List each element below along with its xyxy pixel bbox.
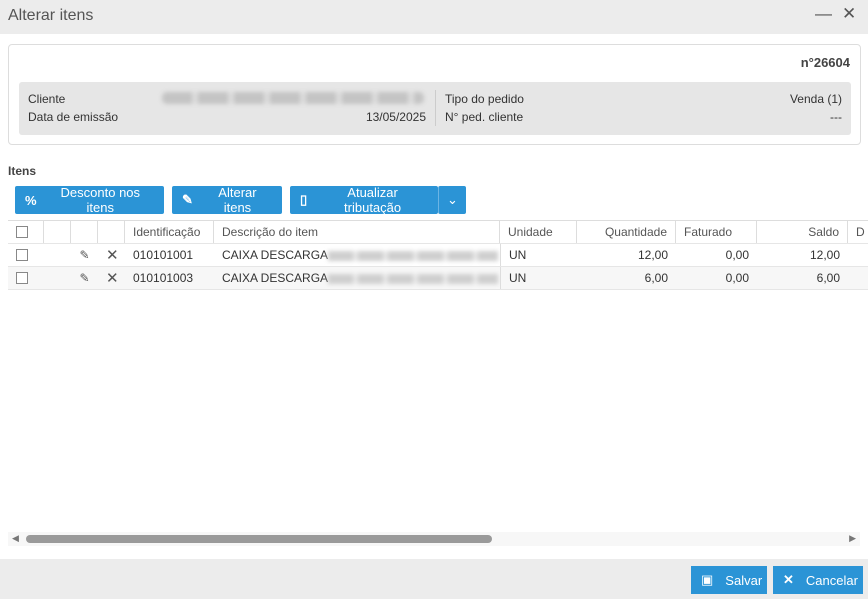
tipo-pedido-value: Venda (1) — [789, 92, 842, 106]
row-checkbox[interactable] — [8, 267, 44, 289]
alterar-itens-button[interactable]: ✎ Alterar itens — [172, 185, 282, 215]
close-icon: ✕ — [783, 572, 794, 587]
cliente-value-redacted — [162, 92, 424, 104]
cell-saldo: 6,00 — [816, 271, 840, 285]
salvar-button[interactable]: ▣ Salvar — [691, 566, 767, 594]
cell-unidade: UN — [500, 267, 577, 289]
cell-quantidade: 12,00 — [637, 248, 668, 262]
descricao-text: CAIXA DESCARGA — [222, 271, 329, 285]
order-info: Cliente Data de emissão 13/05/2025 Tipo … — [19, 82, 851, 135]
chevron-down-icon: ⌄ — [447, 192, 458, 207]
delete-icon[interactable]: ✕ — [106, 247, 119, 264]
cell-saldo: 12,00 — [809, 248, 840, 262]
descricao-text: CAIXA DESCARGA — [222, 248, 329, 262]
edit-icon: ✎ — [182, 192, 193, 207]
salvar-label: Salvar — [725, 572, 763, 588]
cell-identificacao: 010101001 — [133, 248, 194, 262]
cancelar-label: Cancelar — [805, 572, 858, 588]
header-unidade[interactable]: Unidade — [500, 220, 577, 243]
minimize-icon[interactable]: — — [815, 4, 832, 23]
ped-cliente-label: N° ped. cliente — [445, 110, 524, 124]
section-title: Itens — [8, 164, 37, 178]
cliente-label: Cliente — [28, 92, 66, 106]
tipo-pedido-label: Tipo do pedido — [445, 92, 524, 106]
row-checkbox[interactable] — [8, 244, 44, 266]
atualizar-dropdown-button[interactable]: ⌄ — [438, 186, 466, 214]
title-bar: Alterar itens — ✕ — [0, 0, 868, 34]
order-header-card: n°26604 Cliente Data de emissão 13/05/20… — [8, 44, 861, 145]
header-quantidade[interactable]: Quantidade — [577, 220, 676, 243]
header-blank — [98, 220, 125, 243]
file-icon: ▯ — [300, 192, 308, 207]
header-saldo[interactable]: Saldo — [757, 220, 848, 243]
pencil-icon[interactable]: ✎ — [79, 248, 90, 262]
header-blank — [71, 220, 98, 243]
cell-identificacao: 010101003 — [133, 271, 194, 285]
scroll-left-icon[interactable]: ◀ — [12, 533, 19, 543]
table-header: Identificação Descrição do item Unidade … — [8, 220, 868, 244]
order-number: n°26604 — [800, 55, 850, 70]
descricao-redacted — [328, 250, 499, 261]
desconto-button[interactable]: % Desconto nos itens — [15, 185, 164, 215]
data-emissao-label: Data de emissão — [28, 110, 119, 124]
ped-cliente-value: --- — [830, 110, 842, 124]
scroll-right-icon[interactable]: ▶ — [849, 533, 856, 543]
divider — [435, 90, 436, 126]
footer: ▣ Salvar ✕ Cancelar — [0, 559, 868, 599]
atualizar-label: Atualizar tributação — [344, 185, 402, 215]
window-title: Alterar itens — [8, 7, 94, 24]
cell-quantidade: 6,00 — [644, 271, 668, 285]
cell-faturado: 0,00 — [725, 248, 749, 262]
header-blank — [44, 220, 71, 243]
cell-unidade: UN — [500, 244, 577, 266]
cancelar-button[interactable]: ✕ Cancelar — [773, 566, 863, 594]
cell-descricao: CAIXA DESCARGA — [214, 244, 500, 266]
alterar-label: Alterar itens — [218, 185, 257, 215]
cell-faturado: 0,00 — [725, 271, 749, 285]
percent-icon: % — [25, 192, 37, 208]
descricao-redacted — [328, 273, 499, 284]
atualizar-tributacao-button[interactable]: ▯ Atualizar tributação — [290, 185, 438, 215]
cell-descricao: CAIXA DESCARGA — [214, 267, 500, 289]
select-all-checkbox[interactable] — [8, 220, 44, 243]
header-descricao[interactable]: Descrição do item — [214, 220, 500, 243]
pencil-icon[interactable]: ✎ — [79, 271, 90, 285]
save-icon: ▣ — [701, 572, 714, 587]
header-identificacao[interactable]: Identificação — [125, 220, 214, 243]
delete-icon[interactable]: ✕ — [106, 270, 119, 287]
table-row[interactable]: ✎ ✕ 010101001 CAIXA DESCARGA UN 12,00 0,… — [8, 244, 868, 267]
desconto-label: Desconto nos itens — [60, 185, 141, 215]
header-faturado[interactable]: Faturado — [676, 220, 757, 243]
table-row[interactable]: ✎ ✕ 010101003 CAIXA DESCARGA UN 6,00 0,0… — [8, 267, 868, 290]
header-d[interactable]: D — [848, 220, 868, 243]
close-icon[interactable]: ✕ — [842, 4, 857, 23]
data-emissao-value: 13/05/2025 — [365, 110, 426, 124]
horizontal-scrollbar[interactable]: ◀ ▶ — [8, 532, 860, 546]
scrollbar-thumb[interactable] — [26, 535, 492, 543]
